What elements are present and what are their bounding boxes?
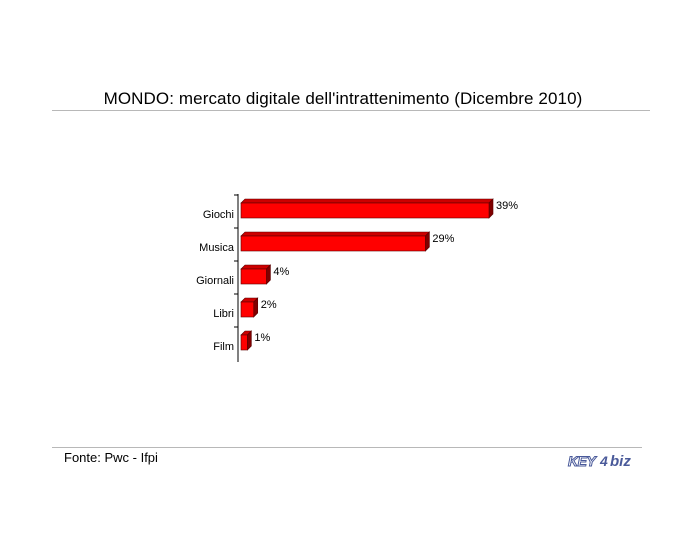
bar-top-giochi (240, 198, 494, 204)
bars-group: 39% 29% 4% 2% 1% (240, 198, 518, 351)
chart-title: MONDO: mercato digitale dell'intrattenim… (103, 89, 583, 108)
bar-film (240, 334, 248, 351)
bar-top-musica (240, 231, 431, 237)
category-label-giochi: Giochi (203, 209, 234, 221)
logo-biz-text: biz (610, 453, 631, 470)
logo-num-text: 4 (600, 453, 608, 469)
data-label-film: 1% (254, 332, 270, 344)
category-label-giornali: Giornali (196, 275, 234, 287)
data-label-libri: 2% (261, 299, 277, 311)
category-label-libri: Libri (213, 308, 234, 320)
bar-libri (240, 301, 255, 318)
bar-giornali (240, 268, 267, 285)
title-divider (52, 110, 650, 111)
key4biz-logo: KEY 4 biz (566, 450, 640, 474)
source-note: Fonte: Pwc - Ifpi (64, 450, 158, 465)
data-label-musica: 29% (432, 233, 454, 245)
axis-group: Giochi Musica Giornali Libri Film (196, 194, 239, 362)
data-label-giochi: 39% (496, 200, 518, 212)
bar-top-giornali (240, 264, 272, 270)
bar-giochi (240, 202, 490, 219)
data-label-giornali: 4% (273, 266, 289, 278)
bar-musica (240, 235, 426, 252)
footer-divider (52, 447, 642, 448)
category-label-musica: Musica (199, 242, 235, 254)
logo-key-text: KEY (567, 453, 596, 470)
category-label-film: Film (213, 341, 234, 353)
